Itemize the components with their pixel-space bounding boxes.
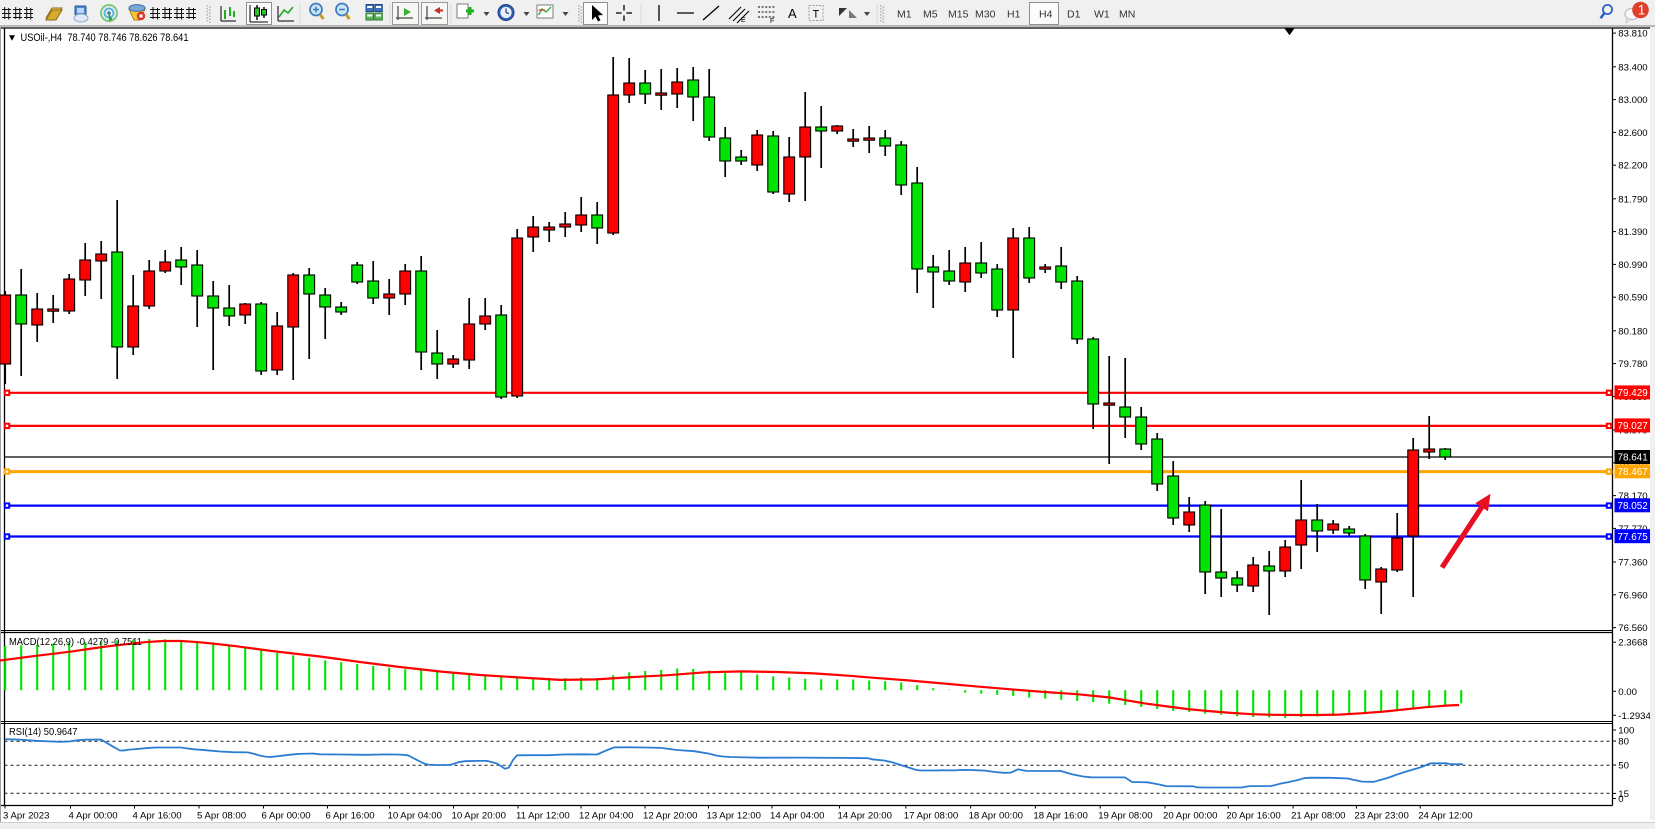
svg-text:12 Apr 04:00: 12 Apr 04:00 xyxy=(579,810,633,821)
svg-text:D1: D1 xyxy=(1067,9,1081,21)
svg-text:5 Apr 08:00: 5 Apr 08:00 xyxy=(197,810,246,821)
svg-text:H4: H4 xyxy=(1039,9,1053,21)
svg-text:80.590: 80.590 xyxy=(1618,293,1647,304)
svg-text:83.000: 83.000 xyxy=(1618,95,1647,106)
svg-text:M30: M30 xyxy=(975,9,996,21)
svg-text:MN: MN xyxy=(1119,9,1135,21)
svg-text:76.960: 76.960 xyxy=(1618,590,1647,601)
svg-text:50: 50 xyxy=(1618,761,1629,772)
svg-text:82.200: 82.200 xyxy=(1618,161,1647,172)
svg-text:H1: H1 xyxy=(1007,9,1021,21)
svg-text:M1: M1 xyxy=(897,9,912,21)
svg-text:12 Apr 20:00: 12 Apr 20:00 xyxy=(643,810,697,821)
svg-text:80: 80 xyxy=(1618,737,1629,748)
svg-text:81.790: 81.790 xyxy=(1618,194,1647,205)
svg-text:15: 15 xyxy=(1618,789,1629,800)
svg-text:6 Apr 16:00: 6 Apr 16:00 xyxy=(326,810,375,821)
svg-text:M15: M15 xyxy=(948,9,969,21)
svg-text:11 Apr 12:00: 11 Apr 12:00 xyxy=(516,810,570,821)
svg-text:2.3668: 2.3668 xyxy=(1618,638,1647,649)
svg-text:F: F xyxy=(770,18,774,25)
svg-text:83.400: 83.400 xyxy=(1618,62,1647,73)
svg-text:0.00: 0.00 xyxy=(1618,687,1637,698)
svg-text:17 Apr 08:00: 17 Apr 08:00 xyxy=(904,810,958,821)
svg-text:10 Apr 20:00: 10 Apr 20:00 xyxy=(452,810,506,821)
svg-text:83.810: 83.810 xyxy=(1618,29,1647,40)
svg-text:18 Apr 00:00: 18 Apr 00:00 xyxy=(969,810,1023,821)
svg-text:4 Apr 00:00: 4 Apr 00:00 xyxy=(69,810,118,821)
svg-text:E: E xyxy=(741,17,746,24)
svg-text:78.170: 78.170 xyxy=(1618,491,1647,502)
svg-text:79.027: 79.027 xyxy=(1618,421,1648,432)
svg-text:6 Apr 00:00: 6 Apr 00:00 xyxy=(262,810,311,821)
svg-text:T: T xyxy=(813,9,820,21)
svg-text:W1: W1 xyxy=(1094,9,1110,21)
svg-text:MACD(12,26,9) -0.4279 -0.7511: MACD(12,26,9) -0.4279 -0.7511 xyxy=(9,637,142,648)
svg-text:77.675: 77.675 xyxy=(1618,532,1649,543)
svg-text:23 Apr 23:00: 23 Apr 23:00 xyxy=(1354,810,1408,821)
svg-text:77.360: 77.360 xyxy=(1618,558,1647,569)
svg-text:78.641: 78.641 xyxy=(1618,453,1649,464)
svg-text:24 Apr 12:00: 24 Apr 12:00 xyxy=(1418,810,1472,821)
svg-text:0: 0 xyxy=(1618,794,1623,805)
svg-text:14 Apr 04:00: 14 Apr 04:00 xyxy=(770,810,824,821)
svg-text:80.990: 80.990 xyxy=(1618,260,1647,271)
svg-text:19 Apr 08:00: 19 Apr 08:00 xyxy=(1098,810,1152,821)
svg-text:RSI(14) 50.9647: RSI(14) 50.9647 xyxy=(9,727,78,738)
svg-text:14 Apr 20:00: 14 Apr 20:00 xyxy=(838,810,892,821)
svg-text:80.180: 80.180 xyxy=(1618,326,1647,337)
svg-text:M5: M5 xyxy=(923,9,938,21)
svg-text:4 Apr 16:00: 4 Apr 16:00 xyxy=(133,810,182,821)
svg-text:10 Apr 04:00: 10 Apr 04:00 xyxy=(388,810,442,821)
svg-text:USOil-,H4 78.740 78.746 78.62: USOil-,H4 78.740 78.746 78.626 78.641 xyxy=(21,32,189,44)
svg-text:20 Apr 00:00: 20 Apr 00:00 xyxy=(1163,810,1217,821)
svg-text:78.052: 78.052 xyxy=(1618,501,1648,512)
svg-text:1: 1 xyxy=(1638,3,1646,18)
svg-text:13 Apr 12:00: 13 Apr 12:00 xyxy=(707,810,761,821)
svg-text:18 Apr 16:00: 18 Apr 16:00 xyxy=(1033,810,1087,821)
svg-text:A: A xyxy=(788,6,797,21)
svg-text:78.467: 78.467 xyxy=(1618,467,1648,478)
svg-text:82.600: 82.600 xyxy=(1618,128,1647,139)
svg-text:81.390: 81.390 xyxy=(1618,227,1647,238)
svg-text:79.429: 79.429 xyxy=(1618,388,1649,399)
svg-text:-1.2934: -1.2934 xyxy=(1618,711,1651,722)
svg-text:100: 100 xyxy=(1618,726,1634,737)
svg-text:79.780: 79.780 xyxy=(1618,359,1647,370)
svg-text:3 Apr 2023: 3 Apr 2023 xyxy=(3,810,49,821)
svg-text:76.560: 76.560 xyxy=(1618,623,1647,634)
svg-text:21 Apr 08:00: 21 Apr 08:00 xyxy=(1291,810,1345,821)
svg-text:20 Apr 16:00: 20 Apr 16:00 xyxy=(1226,810,1280,821)
